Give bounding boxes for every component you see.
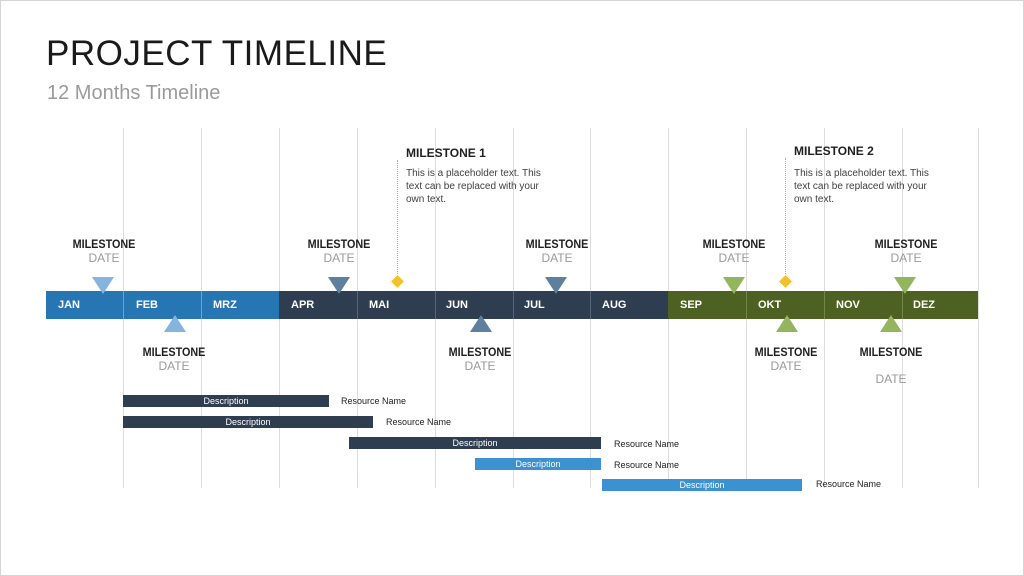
month-label-aug: AUG [602,299,627,311]
task-1-resource: Resource Name [341,396,407,406]
timeline-band-q1 [46,291,279,319]
task-4-resource: Resource Name [614,460,680,470]
milestone-top-4-date: DATE [718,251,750,265]
milestone-bottom-1-date: DATE [158,359,190,373]
task-bar-1: Description [123,395,329,407]
milestone-bottom-4-label: MILESTONE [859,345,923,359]
month-label-okt: OKT [758,299,782,311]
timeline-band-end [668,291,978,319]
month-label-mai: MAI [369,299,390,311]
milestone-bottom-4-triangle-icon [880,315,902,332]
milestone-bottom-1-triangle-icon [164,315,186,332]
milestone-bottom-4-date: DATE [875,372,907,386]
month-label-jul: JUL [524,299,545,311]
task-bar-2: Description [123,416,373,428]
task-3-resource: Resource Name [614,439,680,449]
band-separator [357,291,358,319]
month-label-apr: APR [291,299,315,311]
task-5-resource: Resource Name [816,479,882,489]
milestone-bottom-3-date: DATE [770,359,802,373]
task-bar-4: Description [475,458,601,470]
milestone-top-4-label: MILESTONE [702,237,766,251]
gridline [978,128,979,488]
callout-2-title: MILESTONE 2 [794,144,874,158]
milestone-top-2-triangle-icon [328,277,350,294]
milestone-top-1-date: DATE [88,251,120,265]
milestone-bottom-2-triangle-icon [470,315,492,332]
milestone-top-1-triangle-icon [92,277,114,294]
band-separator [513,291,514,319]
page-title: PROJECT TIMELINE [46,34,388,73]
band-separator [824,291,825,319]
milestone-top-3-triangle-icon [545,277,567,294]
milestone-top-4-triangle-icon [723,277,745,294]
milestone-bottom-2-date: DATE [464,359,496,373]
milestone-top-5-date: DATE [890,251,922,265]
task-bar-5: Description [602,479,802,491]
task-2-resource: Resource Name [386,417,452,427]
month-label-nov: NOV [836,299,860,311]
band-separator [746,291,747,319]
callout-1-connector [397,160,398,276]
month-label-jan: JAN [58,299,81,311]
page-subtitle: 12 Months Timeline [47,82,221,104]
month-label-dez: DEZ [913,299,935,311]
milestone-top-3-label: MILESTONE [525,237,589,251]
band-separator [123,291,124,319]
milestone-top-5-label: MILESTONE [874,237,938,251]
band-separator [590,291,591,319]
band-separator [902,291,903,319]
band-separator [435,291,436,319]
milestone-top-5-triangle-icon [894,277,916,294]
milestone-bottom-2-label: MILESTONE [448,345,512,359]
timeline-band-mid [279,291,668,319]
task-bar-3: Description [349,437,601,449]
milestone-top-2-date: DATE [323,251,355,265]
callout-1-title: MILESTONE 1 [406,146,486,160]
milestone-bottom-3-label: MILESTONE [754,345,818,359]
month-label-jun: JUN [446,299,469,311]
month-label-mrz: MRZ [213,299,237,311]
month-label-feb: FEB [136,299,158,311]
callout-2-text: This is a placeholder text. This text ca… [794,168,929,205]
month-label-sep: SEP [680,299,703,311]
band-separator [201,291,202,319]
callout-1-text: This is a placeholder text. This text ca… [406,168,541,205]
milestone-top-2-label: MILESTONE [307,237,371,251]
milestone-bottom-3-triangle-icon [776,315,798,332]
callout-2-connector [785,158,786,276]
milestone-top-3-date: DATE [541,251,573,265]
milestone-bottom-1-label: MILESTONE [142,345,206,359]
milestone-top-1-label: MILESTONE [72,237,136,251]
